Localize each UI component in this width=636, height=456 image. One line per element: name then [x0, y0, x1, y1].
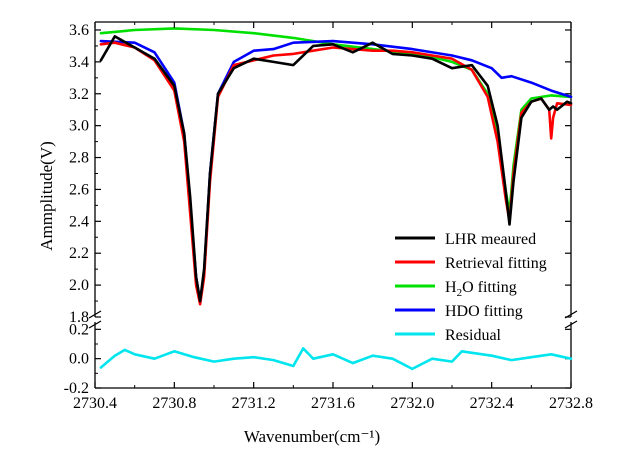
x-tick-label: 2732.0 [390, 395, 434, 412]
x-tick-label: 2732.4 [470, 395, 514, 412]
upper-y-tick-label: 2.6 [69, 181, 89, 198]
x-tick-label: 2730.4 [73, 395, 117, 412]
series-line-h2o-fitting [99, 27, 573, 215]
axis-break-mark-1-b [564, 320, 578, 329]
legend-label-2: H2O fitting [445, 279, 517, 299]
upper-y-tick-label: 3.4 [69, 54, 89, 71]
axis-break-mark-0-a [88, 310, 102, 319]
legend-label-prefix: H [445, 279, 457, 296]
legend-label-3: HDO fitting [445, 303, 523, 320]
axis-break-mark-0-b [88, 320, 102, 329]
upper-y-tick-label: 2.4 [69, 213, 89, 230]
upper-y-tick-label: 3.0 [69, 118, 89, 135]
upper-y-tick-label: 1.8 [69, 309, 89, 326]
legend-label-4: Residual [445, 327, 502, 344]
x-tick-label: 2732.8 [549, 395, 593, 412]
series-line-lhr-meaured [99, 35, 573, 303]
upper-panel: 1.8 2.0 2.2 2.4 2.6 2.8 3.0 3.2 3.4 3.6 [69, 21, 578, 326]
legend-label-subscript: 2 [457, 287, 463, 299]
lower-y-tick-label: -0.2 [64, 380, 89, 397]
upper-y-tick-label: 2.8 [69, 150, 89, 167]
x-axis-label: Wavenumber(cm⁻¹) [244, 427, 380, 446]
lower-y-tick-label: 0.0 [69, 351, 89, 368]
series-line-residual [99, 347, 573, 371]
x-tick-label: 2731.6 [311, 395, 355, 412]
upper-y-tick-label: 2.2 [69, 245, 89, 262]
upper-y-tick-label: 2.0 [69, 277, 89, 294]
y-axis-label: Ammplitude(V) [37, 141, 56, 251]
legend-label-text: O fitting [462, 279, 517, 296]
legend-label-0: LHR meaured [445, 231, 536, 248]
lower-y-tick-label: 0.2 [69, 321, 89, 338]
upper-y-tick-label: 3.2 [69, 86, 89, 103]
upper-y-tick-label: 3.6 [69, 22, 89, 39]
legend-label-1: Retrieval fitting [445, 255, 547, 272]
x-axis: 2730.4 2730.8 2731.2 2731.6 2732.0 2732.4 2732… [73, 22, 593, 412]
x-tick-label: 2730.8 [152, 395, 196, 412]
x-tick-label: 2731.2 [232, 395, 276, 412]
